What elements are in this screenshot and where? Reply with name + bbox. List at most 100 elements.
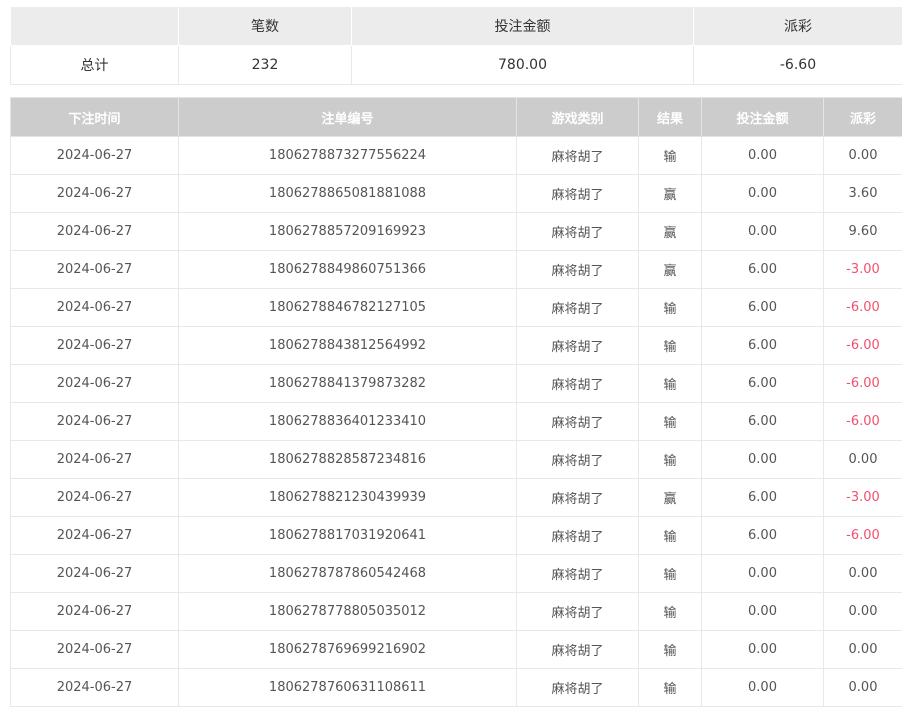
cell-game-type: 麻将胡了 xyxy=(517,327,639,365)
cell-payout: -6.00 xyxy=(824,403,902,441)
cell-bet-id: 1806278841379873282 xyxy=(179,365,517,403)
summary-payout: -6.60 xyxy=(694,46,902,85)
header-bet-time: 下注时间 xyxy=(11,98,179,137)
cell-result: 输 xyxy=(639,593,702,631)
cell-result: 输 xyxy=(639,441,702,479)
cell-result: 输 xyxy=(639,289,702,327)
cell-payout: -6.00 xyxy=(824,289,902,327)
cell-bet-time: 2024-06-27 xyxy=(11,479,179,517)
bets-header-row: 下注时间 注单编号 游戏类别 结果 投注金额 派彩 xyxy=(11,98,902,137)
cell-bet-time: 2024-06-27 xyxy=(11,175,179,213)
cell-bet-time: 2024-06-27 xyxy=(11,213,179,251)
cell-game-type: 麻将胡了 xyxy=(517,175,639,213)
cell-bet-amount: 6.00 xyxy=(702,403,824,441)
summary-total-row: 总计 232 780.00 -6.60 xyxy=(11,46,902,85)
cell-result: 赢 xyxy=(639,213,702,251)
cell-game-type: 麻将胡了 xyxy=(517,517,639,555)
summary-table: 笔数 投注金额 派彩 总计 232 780.00 -6.60 xyxy=(10,6,902,85)
header-bet-id: 注单编号 xyxy=(179,98,517,137)
cell-bet-id: 1806278769699216902 xyxy=(179,631,517,669)
summary-header-row: 笔数 投注金额 派彩 xyxy=(11,7,902,46)
cell-payout: -6.00 xyxy=(824,517,902,555)
cell-bet-id: 1806278865081881088 xyxy=(179,175,517,213)
cell-payout: -3.00 xyxy=(824,479,902,517)
cell-result: 赢 xyxy=(639,251,702,289)
cell-game-type: 麻将胡了 xyxy=(517,631,639,669)
cell-result: 赢 xyxy=(639,175,702,213)
cell-payout: 0.00 xyxy=(824,669,902,707)
cell-game-type: 麻将胡了 xyxy=(517,213,639,251)
cell-result: 赢 xyxy=(639,479,702,517)
cell-result: 输 xyxy=(639,365,702,403)
cell-bet-amount: 6.00 xyxy=(702,251,824,289)
cell-game-type: 麻将胡了 xyxy=(517,555,639,593)
cell-bet-id: 1806278849860751366 xyxy=(179,251,517,289)
summary-count: 232 xyxy=(179,46,352,85)
cell-bet-amount: 0.00 xyxy=(702,175,824,213)
cell-payout: 0.00 xyxy=(824,593,902,631)
cell-payout: -3.00 xyxy=(824,251,902,289)
cell-game-type: 麻将胡了 xyxy=(517,137,639,175)
cell-bet-time: 2024-06-27 xyxy=(11,327,179,365)
summary-header-payout: 派彩 xyxy=(694,7,902,46)
cell-bet-amount: 6.00 xyxy=(702,517,824,555)
header-payout: 派彩 xyxy=(824,98,902,137)
cell-bet-id: 1806278857209169923 xyxy=(179,213,517,251)
summary-header-amount: 投注金额 xyxy=(352,7,694,46)
cell-game-type: 麻将胡了 xyxy=(517,669,639,707)
cell-payout: 0.00 xyxy=(824,555,902,593)
cell-result: 输 xyxy=(639,403,702,441)
cell-bet-amount: 0.00 xyxy=(702,555,824,593)
cell-bet-amount: 0.00 xyxy=(702,213,824,251)
cell-result: 输 xyxy=(639,669,702,707)
cell-bet-time: 2024-06-27 xyxy=(11,555,179,593)
cell-bet-amount: 6.00 xyxy=(702,327,824,365)
cell-payout: 0.00 xyxy=(824,631,902,669)
cell-bet-time: 2024-06-27 xyxy=(11,403,179,441)
cell-bet-id: 1806278760631108611 xyxy=(179,669,517,707)
cell-bet-amount: 6.00 xyxy=(702,289,824,327)
header-game-type: 游戏类别 xyxy=(517,98,639,137)
cell-bet-time: 2024-06-27 xyxy=(11,631,179,669)
cell-bet-amount: 0.00 xyxy=(702,631,824,669)
cell-bet-id: 1806278787860542468 xyxy=(179,555,517,593)
cell-bet-time: 2024-06-27 xyxy=(11,593,179,631)
summary-header-count: 笔数 xyxy=(179,7,352,46)
cell-bet-time: 2024-06-27 xyxy=(11,441,179,479)
cell-game-type: 麻将胡了 xyxy=(517,479,639,517)
cell-payout: 9.60 xyxy=(824,213,902,251)
cell-payout: 0.00 xyxy=(824,441,902,479)
cell-game-type: 麻将胡了 xyxy=(517,593,639,631)
header-result: 结果 xyxy=(639,98,702,137)
cell-game-type: 麻将胡了 xyxy=(517,289,639,327)
cell-bet-id: 1806278836401233410 xyxy=(179,403,517,441)
cell-game-type: 麻将胡了 xyxy=(517,365,639,403)
summary-header-blank xyxy=(11,7,179,46)
cell-result: 输 xyxy=(639,555,702,593)
cell-bet-time: 2024-06-27 xyxy=(11,137,179,175)
cell-bet-id: 1806278873277556224 xyxy=(179,137,517,175)
cell-bet-amount: 0.00 xyxy=(702,669,824,707)
cell-bet-id: 1806278778805035012 xyxy=(179,593,517,631)
summary-label: 总计 xyxy=(11,46,179,85)
cell-payout: -6.00 xyxy=(824,327,902,365)
cell-result: 输 xyxy=(639,631,702,669)
cell-bet-amount: 6.00 xyxy=(702,479,824,517)
cell-bet-amount: 0.00 xyxy=(702,137,824,175)
cell-game-type: 麻将胡了 xyxy=(517,403,639,441)
cell-bet-time: 2024-06-27 xyxy=(11,517,179,555)
cell-result: 输 xyxy=(639,327,702,365)
cell-bet-id: 1806278846782127105 xyxy=(179,289,517,327)
